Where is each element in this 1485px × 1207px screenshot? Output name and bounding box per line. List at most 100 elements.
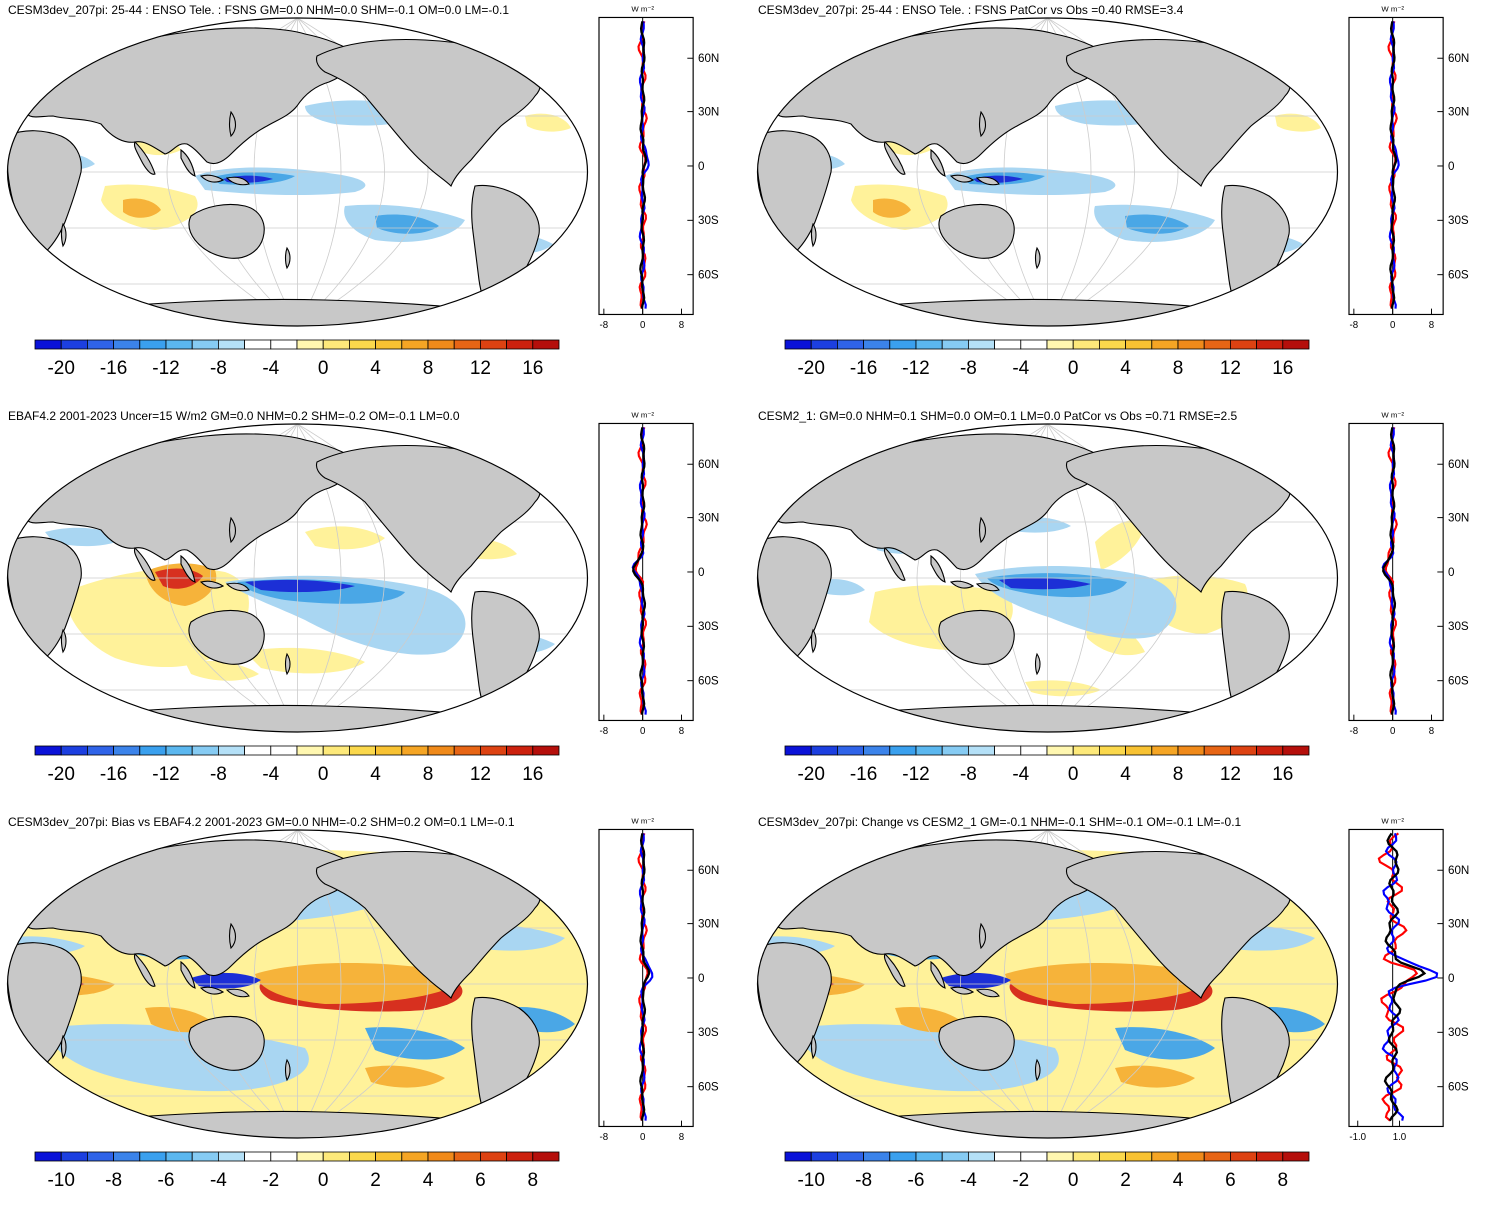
profile-blue-line [1381, 833, 1439, 1121]
colorbar-box [60, 339, 88, 350]
lat-tick-label: 60S [1448, 1081, 1469, 1094]
colorbar-box [139, 745, 167, 756]
colorbar-box [1151, 339, 1179, 350]
colorbar-box [401, 339, 429, 350]
continent [757, 81, 778, 95]
colorbar-box [296, 1151, 324, 1162]
profile-unit: W m⁻² [631, 5, 654, 14]
lat-tick-label: 30N [698, 512, 719, 525]
profile-unit: W m⁻² [631, 411, 654, 420]
colorbar-label: 8 [423, 764, 434, 785]
continent [225, 988, 250, 998]
panel-title: CESM3dev_207pi: 25-44 : ENSO Tele. : FSN… [758, 3, 1184, 17]
lat-tick-label: 60N [698, 458, 719, 471]
colorbar-label: -16 [850, 764, 877, 785]
continent [225, 176, 250, 186]
colorbar-label: -4 [262, 764, 279, 785]
colorbar-box [244, 339, 272, 350]
colorbar-box [1177, 1151, 1205, 1162]
colorbar-label: 2 [1120, 1170, 1131, 1191]
anomaly-contour [941, 972, 1011, 989]
lat-tick-label: 30S [698, 620, 719, 633]
colorbar-label: 12 [1220, 764, 1241, 785]
panel-title: CESM3dev_207pi: Change vs CESM2_1 GM=-0.… [758, 815, 1242, 829]
colorbar-box [401, 745, 429, 756]
colorbar-label: -4 [262, 358, 279, 379]
colorbar-box [1177, 745, 1205, 756]
anomaly-contour [245, 647, 365, 674]
colorbar-label: 16 [522, 764, 543, 785]
colorbar-box [165, 339, 193, 350]
profile-x-tick-label: 8 [679, 320, 684, 330]
colorbar-box [191, 1151, 219, 1162]
colorbar-box [375, 1151, 403, 1162]
colorbar-label: 6 [475, 1170, 486, 1191]
anomaly-contour [365, 1065, 445, 1088]
colorbar-box [863, 745, 891, 756]
profile-x-tick-label: -8 [1350, 726, 1359, 736]
map-outline [6, 423, 589, 733]
colorbar-box [941, 1151, 969, 1162]
continent [199, 174, 225, 183]
lat-tick-label: 30N [698, 918, 719, 931]
colorbar-box [427, 1151, 455, 1162]
profile-black-line [1383, 832, 1427, 1122]
profile-x-tick-label: -8 [600, 1132, 609, 1142]
anomaly-contour [185, 660, 259, 681]
map-outline [6, 17, 589, 327]
colorbar-box [1072, 1151, 1100, 1162]
continent [284, 1058, 291, 1082]
zonal-mean-profile: W m⁻² 60N 30N 0 30S 60S -8 0 8 [1348, 411, 1469, 736]
colorbar-label: -20 [797, 358, 824, 379]
profile-frame [1348, 828, 1444, 1128]
colorbar-box [348, 1151, 376, 1162]
colorbar: -10-8-6-4-20246810 [784, 1151, 1310, 1191]
colorbar-label: -12 [152, 764, 179, 785]
colorbar-box [479, 1151, 507, 1162]
zonal-mean-profile: W m⁻² 60N 30N 0 30S 60S -1.0 1.0 [1348, 817, 1469, 1142]
anomaly-contour [525, 113, 571, 132]
continent [199, 580, 225, 589]
colorbar-label: 4 [1120, 358, 1131, 379]
profile-frame [598, 16, 694, 316]
lat-tick-label: 0 [1448, 160, 1455, 173]
colorbar-box [941, 339, 969, 350]
continent [225, 582, 250, 592]
colorbar: -20-16-12-8-4048121620 [34, 339, 560, 379]
continent [133, 141, 156, 175]
colorbar-box [139, 1151, 167, 1162]
colorbar-box [1256, 339, 1284, 350]
lat-tick-label: 0 [1448, 972, 1455, 985]
colorbar-label: 2 [370, 1170, 381, 1191]
colorbar-label: -8 [105, 1170, 122, 1191]
continent [1221, 184, 1290, 315]
profile-x-tick-label: 1.0 [1393, 1132, 1407, 1142]
profile-black-line [1389, 21, 1398, 309]
anomaly-contour [1275, 113, 1321, 132]
colorbar-box [322, 339, 350, 350]
continent [757, 487, 778, 501]
continent [813, 298, 1296, 326]
lat-tick-label: 30S [698, 1026, 719, 1039]
profile-x-tick-label: -8 [600, 320, 609, 330]
colorbar-box [1098, 339, 1126, 350]
world-map [6, 17, 589, 327]
lat-tick-label: 60S [1448, 269, 1469, 282]
colorbar-box [532, 1151, 560, 1162]
continent [810, 222, 817, 248]
world-map [6, 423, 589, 733]
colorbar-box [1151, 745, 1179, 756]
continent [471, 184, 540, 315]
colorbar-box [1282, 339, 1310, 350]
colorbar-box [479, 745, 507, 756]
continent [774, 839, 1112, 977]
profile-black-line [1382, 427, 1397, 715]
colorbar-box [1020, 339, 1048, 350]
lat-tick-label: 30N [1448, 512, 1469, 525]
colorbar-label: -12 [902, 358, 929, 379]
colorbar: -10-8-6-4-20246810 [34, 1151, 560, 1191]
map-panel: CESM3dev_207pi: Bias vs EBAF4.2 2001-202… [0, 812, 742, 1207]
colorbar: -20-16-12-8-4048121620 [34, 745, 560, 785]
colorbar-box [34, 745, 62, 756]
colorbar-label: -10 [47, 1170, 74, 1191]
